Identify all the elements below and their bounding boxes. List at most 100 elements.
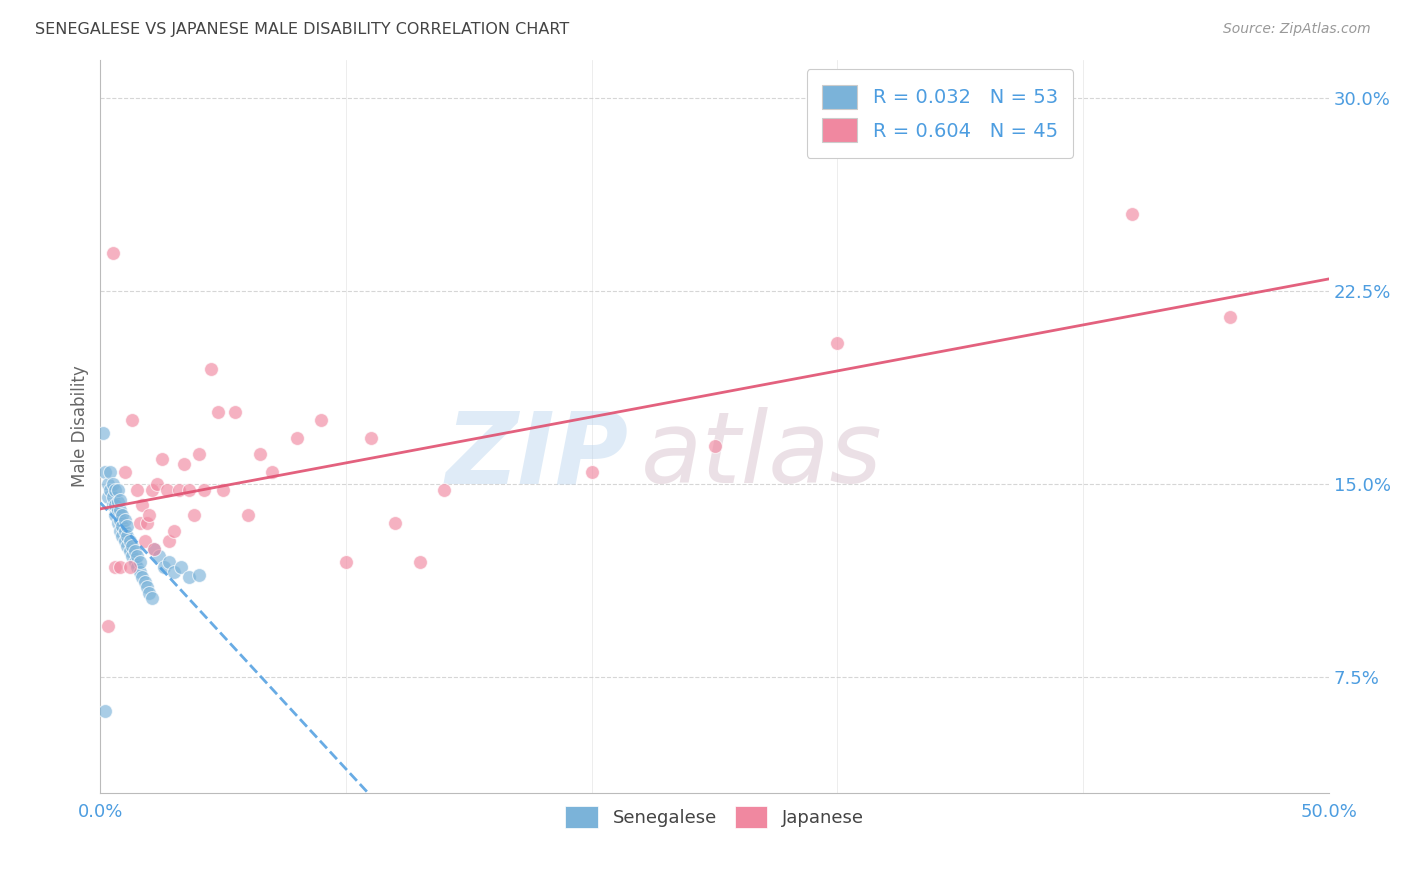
Point bbox=[114, 513, 136, 527]
Text: Source: ZipAtlas.com: Source: ZipAtlas.com bbox=[1223, 22, 1371, 37]
Text: ZIP: ZIP bbox=[446, 408, 628, 504]
Point bbox=[118, 559, 141, 574]
Point bbox=[148, 549, 170, 564]
Point bbox=[141, 591, 163, 605]
Point bbox=[249, 446, 271, 460]
Point bbox=[94, 465, 117, 479]
Point bbox=[187, 446, 209, 460]
Point bbox=[187, 567, 209, 582]
Point bbox=[156, 483, 179, 497]
Point bbox=[108, 524, 131, 538]
Point bbox=[128, 565, 150, 579]
Point bbox=[108, 559, 131, 574]
Point bbox=[207, 405, 229, 419]
Point bbox=[101, 477, 124, 491]
Point bbox=[97, 619, 120, 633]
Point bbox=[117, 529, 139, 543]
Point bbox=[177, 483, 200, 497]
Point bbox=[124, 555, 146, 569]
Point bbox=[107, 516, 129, 530]
Point bbox=[311, 413, 333, 427]
Point bbox=[114, 465, 136, 479]
Point bbox=[118, 534, 141, 549]
Point bbox=[121, 549, 143, 564]
Point bbox=[107, 503, 129, 517]
Point bbox=[136, 581, 159, 595]
Point bbox=[1219, 310, 1241, 324]
Point bbox=[131, 570, 153, 584]
Point bbox=[104, 498, 127, 512]
Point bbox=[153, 559, 176, 574]
Point bbox=[236, 508, 259, 523]
Legend: Senegalese, Japanese: Senegalese, Japanese bbox=[558, 799, 870, 836]
Point bbox=[111, 508, 134, 523]
Point bbox=[107, 495, 129, 509]
Point bbox=[150, 451, 173, 466]
Y-axis label: Male Disability: Male Disability bbox=[72, 366, 89, 487]
Point bbox=[141, 483, 163, 497]
Point bbox=[127, 549, 149, 564]
Point bbox=[827, 335, 849, 350]
Point bbox=[107, 483, 129, 497]
Point bbox=[111, 518, 134, 533]
Point bbox=[262, 465, 284, 479]
Point bbox=[124, 544, 146, 558]
Point bbox=[101, 498, 124, 512]
Point bbox=[101, 245, 124, 260]
Point bbox=[157, 555, 180, 569]
Point bbox=[335, 555, 357, 569]
Point bbox=[285, 431, 308, 445]
Text: atlas: atlas bbox=[641, 408, 883, 504]
Point bbox=[703, 439, 725, 453]
Point bbox=[143, 541, 166, 556]
Point bbox=[127, 483, 149, 497]
Point bbox=[224, 405, 246, 419]
Point bbox=[104, 559, 127, 574]
Point bbox=[111, 529, 134, 543]
Point bbox=[104, 483, 127, 497]
Point bbox=[94, 704, 117, 718]
Point bbox=[108, 492, 131, 507]
Point bbox=[98, 465, 121, 479]
Point bbox=[134, 534, 156, 549]
Point bbox=[170, 559, 193, 574]
Point bbox=[212, 483, 235, 497]
Point bbox=[108, 513, 131, 527]
Point bbox=[146, 477, 169, 491]
Point bbox=[1121, 207, 1143, 221]
Point bbox=[98, 483, 121, 497]
Point bbox=[138, 585, 160, 599]
Point bbox=[409, 555, 432, 569]
Point bbox=[143, 541, 166, 556]
Text: SENEGALESE VS JAPANESE MALE DISABILITY CORRELATION CHART: SENEGALESE VS JAPANESE MALE DISABILITY C… bbox=[35, 22, 569, 37]
Point bbox=[114, 524, 136, 538]
Point bbox=[114, 534, 136, 549]
Point bbox=[177, 570, 200, 584]
Point bbox=[138, 508, 160, 523]
Point bbox=[167, 483, 190, 497]
Point bbox=[183, 508, 205, 523]
Point bbox=[117, 539, 139, 553]
Point bbox=[163, 524, 186, 538]
Point bbox=[91, 425, 114, 440]
Point bbox=[384, 516, 406, 530]
Point bbox=[163, 565, 186, 579]
Point bbox=[200, 361, 222, 376]
Point bbox=[104, 508, 127, 523]
Point bbox=[173, 457, 195, 471]
Point bbox=[128, 516, 150, 530]
Point bbox=[433, 483, 456, 497]
Point bbox=[121, 539, 143, 553]
Point bbox=[128, 555, 150, 569]
Point bbox=[101, 490, 124, 504]
Point bbox=[108, 503, 131, 517]
Point bbox=[97, 477, 120, 491]
Point bbox=[136, 516, 159, 530]
Point bbox=[131, 498, 153, 512]
Point bbox=[157, 534, 180, 549]
Point bbox=[118, 544, 141, 558]
Point bbox=[127, 559, 149, 574]
Point bbox=[121, 413, 143, 427]
Point bbox=[97, 490, 120, 504]
Point bbox=[360, 431, 382, 445]
